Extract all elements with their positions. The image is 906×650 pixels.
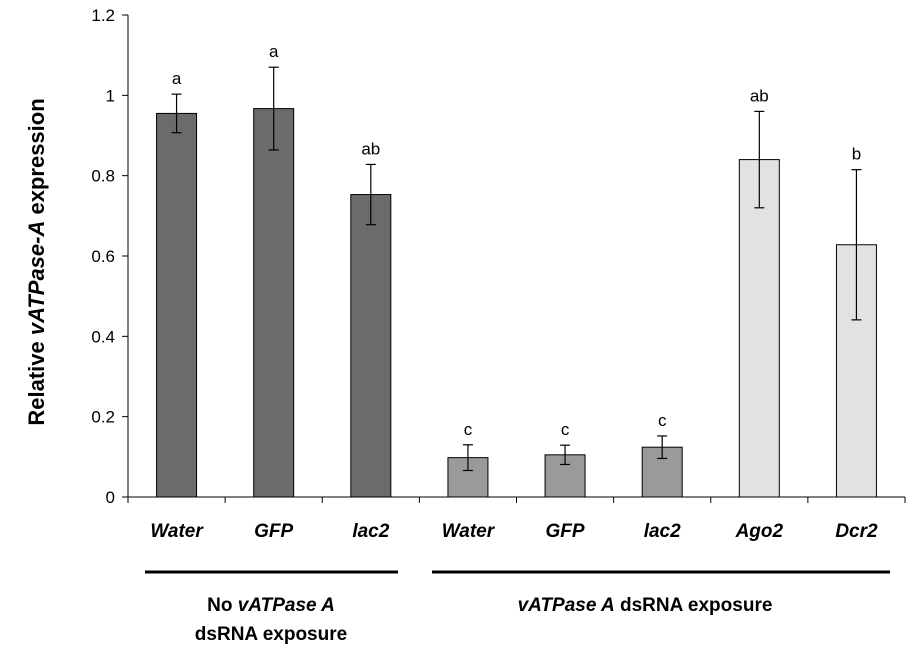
- significance-letter: c: [658, 411, 667, 430]
- significance-letter: ab: [361, 139, 380, 158]
- y-tick-label: 0.2: [91, 408, 115, 427]
- significance-letter: b: [852, 145, 861, 164]
- group-1-label-line1: No vATPase A: [207, 595, 335, 616]
- x-category-label: Dcr2: [835, 521, 878, 542]
- y-tick-label: 1.2: [91, 6, 115, 25]
- bar: [738, 159, 780, 498]
- y-tick-label: 0.4: [91, 327, 115, 346]
- y-axis: 0 0.2 0.4 0.6 0.8 1 1.2: [91, 6, 129, 507]
- x-category-label: lac2: [644, 521, 681, 542]
- x-category-label: GFP: [546, 521, 585, 542]
- significance-letter: c: [464, 420, 473, 439]
- significance-letter: a: [269, 42, 279, 61]
- bars: [156, 108, 877, 498]
- group-2-label: vATPase A dsRNA exposure: [518, 595, 773, 616]
- y-tick-label: 0: [106, 488, 115, 507]
- bar: [156, 112, 198, 498]
- significance-letter: ab: [750, 86, 769, 105]
- bar: [253, 108, 295, 498]
- y-tick-label: 0.6: [91, 247, 115, 266]
- y-tick-label: 1: [106, 86, 115, 105]
- significance-letter: a: [172, 69, 182, 88]
- group-1-label-line2: dsRNA exposure: [195, 624, 347, 645]
- y-axis-label: Relative vATPase-A expression: [24, 98, 49, 425]
- significance-letter: c: [561, 420, 570, 439]
- bar: [835, 244, 877, 498]
- x-category-label: Water: [150, 521, 204, 542]
- x-category-label: GFP: [254, 521, 293, 542]
- x-category-label: Ago2: [735, 521, 784, 542]
- error-bars: [171, 66, 862, 472]
- x-axis: Water GFP lac2 Water GFP lac2 Ago2 Dcr2: [127, 496, 906, 542]
- bar: [350, 194, 392, 498]
- x-category-label: Water: [442, 521, 496, 542]
- x-category-label: lac2: [352, 521, 389, 542]
- significance-letters: a a ab c c c ab b: [172, 42, 861, 439]
- y-tick-label: 0.8: [91, 167, 115, 186]
